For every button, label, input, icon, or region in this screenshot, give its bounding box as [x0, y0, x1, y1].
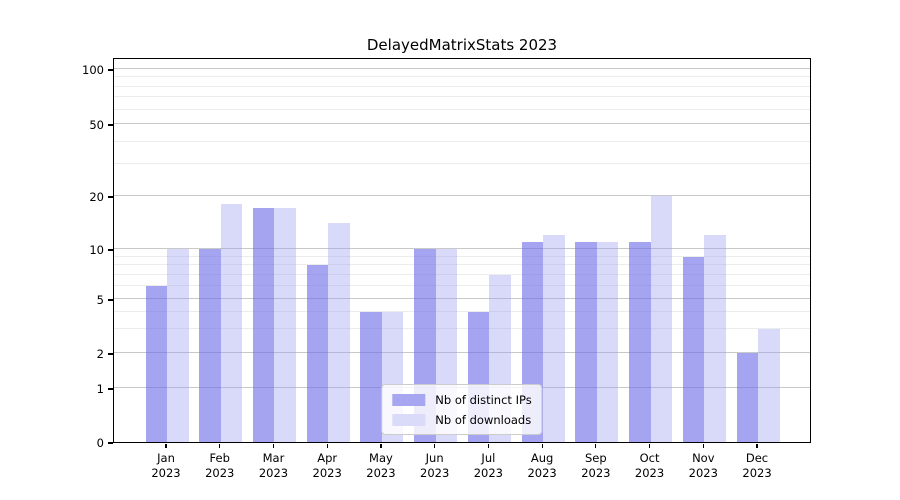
- x-axis-tick-feb: [219, 443, 221, 448]
- x-axis-tick-sep: [595, 443, 597, 448]
- gridline-minor-70: [114, 96, 810, 98]
- x-axis-tick-oct: [648, 443, 651, 448]
- x-axis-tick-dec: [756, 443, 758, 448]
- x-axis-tick-aug: [541, 443, 543, 448]
- x-axis-label-aug: Aug 2023: [527, 451, 557, 480]
- bar-distinct-ips-jan: [145, 285, 167, 442]
- bar-downloads-oct: [650, 196, 673, 442]
- y-axis-label-20: 20: [89, 190, 104, 204]
- bar-distinct-ips-dec: [736, 353, 759, 442]
- gridline-minor-80: [114, 85, 810, 87]
- x-axis-label-sep: Sep 2023: [581, 451, 611, 480]
- bar-downloads-feb: [220, 204, 243, 442]
- x-axis-label-jun: Jun 2023: [420, 451, 450, 480]
- x-axis-tick-may: [380, 443, 382, 448]
- bar-distinct-ips-sep: [575, 241, 597, 442]
- y-axis-label-10: 10: [89, 243, 104, 257]
- x-axis-tick-apr: [326, 443, 328, 448]
- bar-downloads-mar: [274, 208, 296, 442]
- legend-item-downloads: Nb of downloads: [392, 412, 531, 427]
- bar-downloads-nov: [704, 235, 726, 442]
- y-axis-label-100: 100: [82, 63, 104, 77]
- legend-swatch-distinct-ips: [392, 393, 426, 406]
- bar-downloads-sep: [596, 241, 619, 442]
- y-axis-tick-20: [108, 196, 113, 198]
- y-axis-tick-50: [108, 124, 113, 126]
- bar-distinct-ips-apr: [306, 265, 329, 442]
- gridline-minor-9: [114, 255, 810, 257]
- x-axis-tick-jul: [487, 443, 489, 448]
- y-axis-tick-1: [108, 388, 113, 390]
- bar-downloads-apr: [328, 223, 350, 442]
- gridline-major-5: [114, 298, 810, 299]
- gridline-major-100: [114, 68, 810, 69]
- x-axis-tick-jun: [434, 443, 436, 448]
- bar-distinct-ips-mar: [252, 208, 275, 442]
- legend-label-distinct-ips: Nb of distinct IPs: [435, 392, 532, 407]
- legend: Nb of distinct IPs Nb of downloads: [381, 384, 543, 435]
- bar-distinct-ips-may: [360, 312, 382, 442]
- gridline-minor-30: [114, 163, 810, 165]
- y-axis-label-1: 1: [96, 382, 104, 396]
- x-axis-label-dec: Dec 2023: [742, 451, 772, 480]
- y-axis-label-2: 2: [96, 347, 104, 361]
- x-axis-tick-jan: [165, 443, 167, 448]
- y-axis-label-5: 5: [96, 293, 104, 307]
- x-axis-label-oct: Oct 2023: [634, 451, 665, 480]
- gridline-major-50: [114, 123, 810, 124]
- y-axis-tick-100: [108, 69, 113, 71]
- y-axis-tick-2: [108, 353, 113, 355]
- legend-swatch-downloads: [392, 413, 426, 426]
- bar-distinct-ips-feb: [199, 249, 221, 442]
- y-axis-label-0: 0: [96, 436, 104, 450]
- bar-downloads-aug: [543, 235, 565, 442]
- legend-label-downloads: Nb of downloads: [435, 412, 532, 427]
- y-axis-tick-0: [108, 442, 113, 444]
- gridline-major-10: [114, 248, 810, 249]
- x-axis-label-apr: Apr 2023: [312, 451, 342, 480]
- bar-distinct-ips-nov: [682, 256, 705, 442]
- bar-distinct-ips-oct: [629, 241, 651, 442]
- gridline-minor-7: [114, 273, 810, 275]
- bar-downloads-dec: [758, 329, 780, 442]
- gridline-major-2: [114, 352, 810, 353]
- y-axis-tick-5: [108, 299, 113, 301]
- gridline-major-20: [114, 195, 810, 196]
- x-axis-label-may: May 2023: [366, 451, 396, 480]
- gridline-minor-4: [114, 311, 810, 313]
- x-axis-label-jan: Jan 2023: [151, 451, 181, 480]
- chart-title: DelayedMatrixStats 2023: [366, 36, 558, 54]
- gridline-minor-40: [114, 140, 810, 142]
- bar-downloads-jan: [167, 249, 189, 442]
- x-axis-label-mar: Mar 2023: [258, 451, 289, 480]
- x-axis-label-nov: Nov 2023: [688, 451, 718, 480]
- x-axis-label-jul: Jul 2023: [473, 451, 504, 480]
- y-axis-label-50: 50: [89, 118, 104, 132]
- gridline-minor-8: [114, 264, 810, 266]
- x-axis-label-feb: Feb 2023: [205, 451, 235, 480]
- gridline-minor-90: [114, 76, 810, 78]
- gridline-minor-3: [114, 328, 810, 330]
- gridline-minor-6: [114, 284, 810, 286]
- y-axis-tick-10: [108, 249, 113, 251]
- gridline-minor-60: [114, 108, 810, 110]
- x-axis-tick-mar: [272, 443, 275, 448]
- x-axis-tick-nov: [702, 443, 704, 448]
- plot-area: Nb of distinct IPs Nb of downloads: [113, 58, 811, 443]
- legend-item-distinct-ips: Nb of distinct IPs: [392, 392, 532, 407]
